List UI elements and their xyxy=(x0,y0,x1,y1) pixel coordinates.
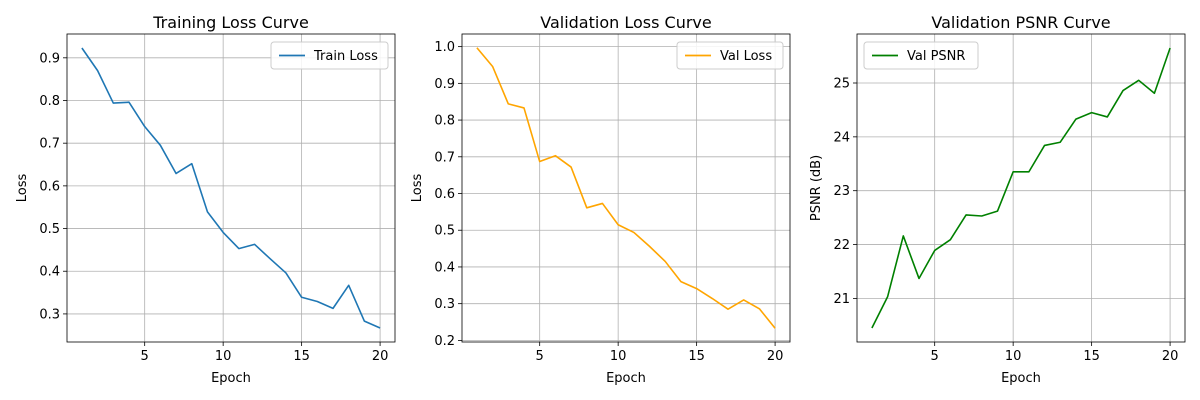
y-tick-label: 22 xyxy=(833,238,850,253)
y-tick-label: 21 xyxy=(833,292,850,307)
x-axis-label: Epoch xyxy=(1001,371,1041,386)
y-tick-label: 0.6 xyxy=(434,187,455,202)
x-tick-label: 10 xyxy=(1005,349,1022,364)
x-axis-label: Epoch xyxy=(606,371,646,386)
x-tick-label: 15 xyxy=(688,349,705,364)
y-tick-label: 0.9 xyxy=(39,51,60,66)
x-tick-label: 10 xyxy=(215,349,232,364)
legend: Val PSNR xyxy=(863,41,979,70)
y-tick-label: 0.7 xyxy=(434,150,455,165)
legend: Train Loss xyxy=(270,41,389,70)
y-tick-label: 0.5 xyxy=(434,224,455,239)
y-tick-label: 0.9 xyxy=(434,77,455,92)
y-tick-label: 0.7 xyxy=(39,137,60,152)
x-tick-label: 20 xyxy=(1162,349,1179,364)
plot-area xyxy=(67,34,395,342)
y-axis-label: Loss xyxy=(410,174,425,203)
legend-box xyxy=(863,41,979,70)
chart-panel-3: 5 10 15 20 21 22 23 24 25 Validation PSNR Curve Ep… xyxy=(809,13,1186,386)
y-tick-label: 1.0 xyxy=(434,40,455,55)
series-line xyxy=(81,47,381,329)
legend-box xyxy=(676,41,784,70)
y-tick-label: 0.5 xyxy=(39,222,60,237)
y-tick-label: 25 xyxy=(833,77,850,92)
x-tick-label: 15 xyxy=(293,349,310,364)
chart-title: Validation Loss Curve xyxy=(540,13,711,32)
legend-box xyxy=(270,41,389,70)
chart-panel-2: 5 10 15 20 0.2 0.3 0.4 0.5 0.6 0.7 0.8 0.9 1.0 Valida… xyxy=(410,13,791,386)
chart-title: Training Loss Curve xyxy=(152,13,309,32)
y-axis-label: PSNR (dB) xyxy=(809,155,824,221)
y-tick-label: 0.3 xyxy=(39,307,60,322)
y-tick-label: 0.3 xyxy=(434,297,455,312)
x-tick-label: 15 xyxy=(1083,349,1100,364)
x-tick-label: 20 xyxy=(372,349,389,364)
y-tick-label: 0.2 xyxy=(434,334,455,349)
legend-label: Train Loss xyxy=(313,49,378,64)
y-tick-label: 0.4 xyxy=(434,260,455,275)
series-line xyxy=(871,47,1171,329)
axes-frame xyxy=(856,33,1186,343)
plot-area xyxy=(462,34,790,342)
x-axis-label: Epoch xyxy=(211,371,251,386)
y-tick-label: 24 xyxy=(833,130,850,145)
y-tick-label: 0.6 xyxy=(39,179,60,194)
plot-area xyxy=(857,34,1185,342)
x-tick-label: 5 xyxy=(931,349,939,364)
x-tick-label: 10 xyxy=(610,349,627,364)
axes-frame xyxy=(461,33,791,343)
x-tick-label: 5 xyxy=(141,349,149,364)
x-tick-label: 5 xyxy=(536,349,544,364)
legend-label: Val PSNR xyxy=(907,49,965,64)
y-tick-label: 0.8 xyxy=(434,114,455,129)
axes-frame xyxy=(66,33,396,343)
chart-title: Validation PSNR Curve xyxy=(931,13,1110,32)
x-tick-label: 20 xyxy=(767,349,784,364)
y-tick-label: 0.4 xyxy=(39,265,60,280)
legend: Val Loss xyxy=(676,41,784,70)
series-line xyxy=(476,47,776,329)
legend-label: Val Loss xyxy=(720,49,772,64)
y-tick-label: 23 xyxy=(833,184,850,199)
y-tick-label: 0.8 xyxy=(39,94,60,109)
chart-panel-1: 5 10 15 20 0.3 0.4 0.5 0.6 0.7 0.8 0.9 Training Los… xyxy=(15,13,396,386)
y-axis-label: Loss xyxy=(15,174,30,203)
